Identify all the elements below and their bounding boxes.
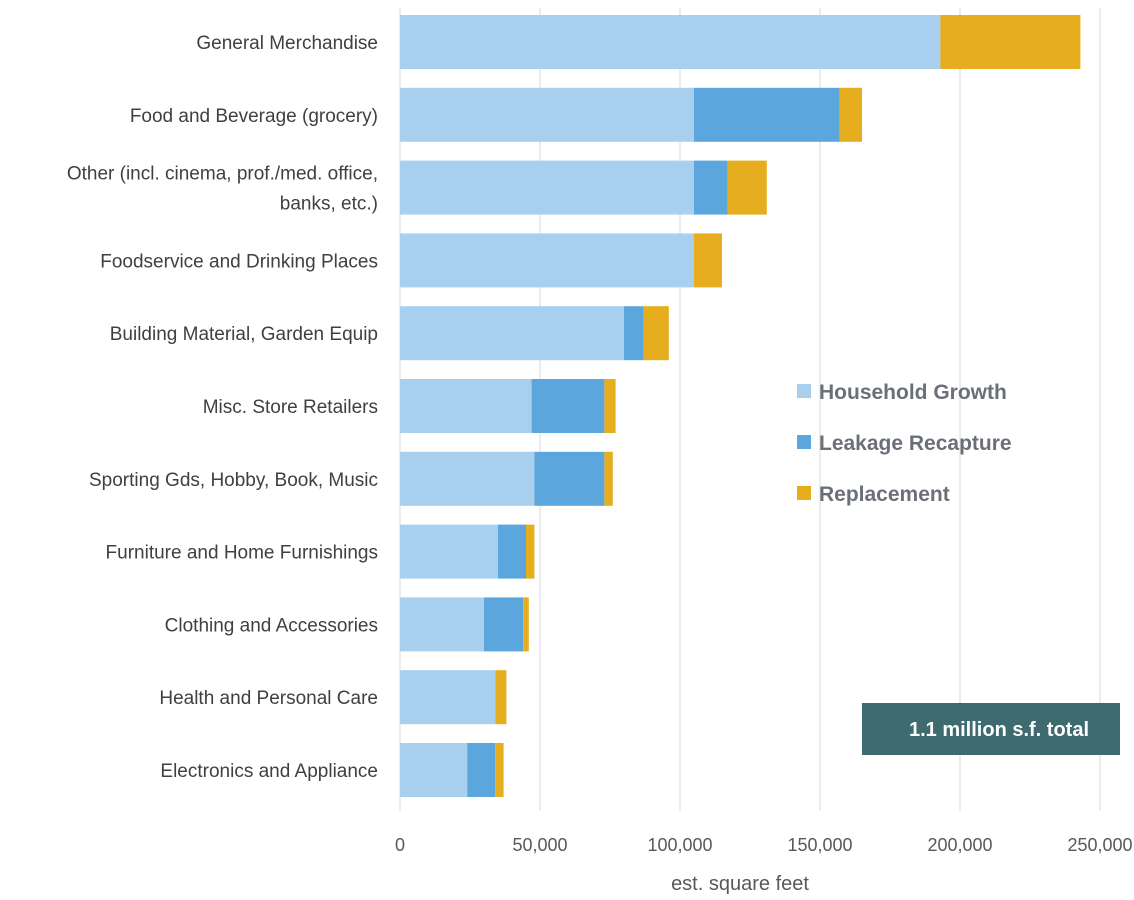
category-label-line: Clothing and Accessories [165,615,378,636]
bar-leakage-recapture-2 [694,160,728,215]
bar-household-growth-10 [400,743,468,797]
bar-household-growth-0 [400,15,941,69]
bar-leakage-recapture-7 [498,524,526,579]
bar-leakage-recapture-1 [694,87,840,142]
x-tick-label-5: 250,000 [1067,835,1132,855]
bar-household-growth-4 [400,306,624,361]
category-label-3: Foodservice and Drinking Places [100,251,378,272]
category-label-4: Building Material, Garden Equip [110,324,378,345]
category-label-line: Food and Beverage (grocery) [130,106,378,127]
bar-replacement-2 [727,160,767,215]
legend: Household Growth Leakage Recapture Replace… [797,381,1012,506]
x-axis-title: est. square feet [671,873,809,895]
bar-household-growth-2 [400,160,694,215]
bar-household-growth-1 [400,87,694,142]
bar-leakage-recapture-4 [624,306,644,361]
legend-swatch-household-growth [797,384,811,398]
bar-replacement-0 [940,15,1081,69]
category-label-line: Foodservice and Drinking Places [100,251,378,272]
bar-leakage-recapture-6 [534,451,605,506]
category-label-line: Other (incl. cinema, prof./med. office, [67,164,378,185]
bar-replacement-9 [495,670,507,725]
bar-replacement-8 [523,597,529,652]
category-label-line: banks, etc.) [280,194,378,215]
bar-household-growth-3 [400,233,694,288]
category-label-line: General Merchandise [196,33,378,54]
bar-leakage-recapture-8 [484,597,524,652]
legend-label-leakage-recapture: Leakage Recapture [819,432,1012,455]
legend-label-replacement: Replacement [819,483,950,506]
category-label-line: Sporting Gds, Hobby, Book, Music [89,470,378,491]
bar-replacement-7 [526,524,535,579]
category-label-6: Sporting Gds, Hobby, Book, Music [89,470,378,491]
category-label-10: Electronics and Appliance [160,761,378,782]
bars [400,15,1081,797]
bar-household-growth-7 [400,524,498,579]
bar-replacement-6 [604,451,613,506]
category-label-line: Misc. Store Retailers [203,397,378,418]
bar-replacement-4 [643,306,669,361]
x-tick-label-4: 200,000 [927,835,992,855]
bar-household-growth-9 [400,670,496,725]
total-annotation-box [862,703,1120,755]
category-label-9: Health and Personal Care [159,688,378,709]
category-label-1: Food and Beverage (grocery) [130,106,378,127]
category-label-line: Electronics and Appliance [160,761,378,782]
bar-replacement-5 [604,379,616,433]
category-label-5: Misc. Store Retailers [203,397,378,418]
bar-replacement-1 [839,87,862,142]
category-label-line: Furniture and Home Furnishings [106,543,378,564]
category-label-7: Furniture and Home Furnishings [106,543,378,564]
legend-label-household-growth: Household Growth [819,381,1007,404]
bar-household-growth-5 [400,379,532,433]
bar-replacement-10 [495,743,504,797]
x-axis-tick-labels: 0 50,000 100,000 150,000 200,000 250,000 [395,835,1133,855]
bar-household-growth-6 [400,451,535,506]
x-tick-label-3: 150,000 [787,835,852,855]
category-label-2: Other (incl. cinema, prof./med. office, b… [67,164,378,215]
total-annotation: 1.1 million s.f. total [862,703,1120,755]
x-tick-label-1: 50,000 [512,835,567,855]
category-label-line: Building Material, Garden Equip [110,324,378,345]
bar-leakage-recapture-10 [467,743,496,797]
category-label-0: General Merchandise [196,33,378,54]
x-tick-label-0: 0 [395,835,405,855]
legend-swatch-leakage-recapture [797,435,811,449]
category-labels: General Merchandise Food and Beverage (gr… [67,33,378,782]
bar-leakage-recapture-5 [531,379,605,433]
total-annotation-text: 1.1 million s.f. total [909,719,1089,741]
category-label-8: Clothing and Accessories [165,615,378,636]
x-tick-label-2: 100,000 [647,835,712,855]
category-label-line: Health and Personal Care [159,688,378,709]
bar-replacement-3 [694,233,722,288]
bar-household-growth-8 [400,597,484,652]
legend-swatch-replacement [797,486,811,500]
